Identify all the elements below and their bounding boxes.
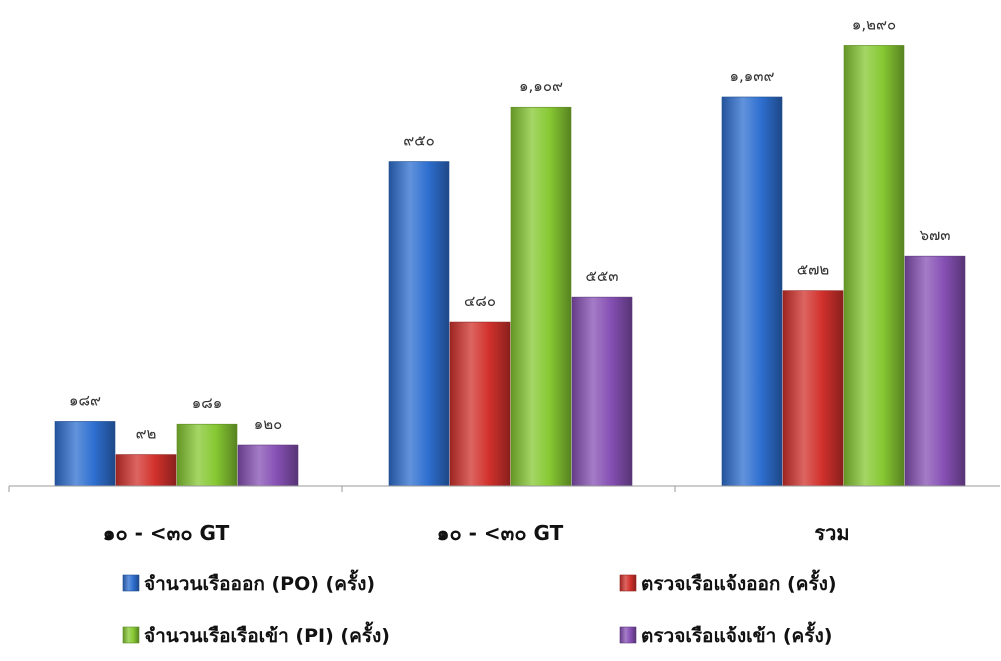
legend-label-3: จำนวนเรือเรือเข้า (PI) (ครั้ง) — [144, 621, 390, 647]
data-label-1-series-4: ๑๒๐ — [254, 415, 283, 433]
data-label-3-series-2: ๕๗๒ — [797, 261, 830, 279]
legend-label-1: จำนวนเรือออก (PO) (ครั้ง) — [144, 569, 375, 595]
data-label-3-series-1: ๑,๑๓๙ — [729, 67, 774, 85]
legend: จำนวนเรือออก (PO) (ครั้ง) ตรวจเรือแจ้งออก… — [122, 569, 837, 647]
data-label-2-series-1: ๙๕๐ — [403, 132, 435, 150]
bar-3-series-1 — [721, 96, 783, 487]
x-axis: ๑๐ - <๓๐ GT ๑๐ - <๓๐ GT รวม — [8, 485, 1000, 545]
x-tick-label-1: ๑๐ - <๓๐ GT — [103, 521, 230, 545]
data-label-2-series-2: ๔๘๐ — [464, 292, 496, 310]
legend-swatch-4 — [619, 626, 637, 644]
legend-swatch-2 — [619, 574, 637, 592]
bar-1-series-4 — [237, 444, 299, 487]
data-label-2-series-3: ๑,๑๐๙ — [519, 77, 563, 95]
data-label-1-series-3: ๑๘๑ — [192, 394, 223, 412]
legend-label-2: ตรวจเรือแจ้งออก (ครั้ง) — [641, 569, 837, 595]
bars-layer — [54, 45, 966, 487]
data-label-1-series-2: ๙๒ — [136, 425, 157, 443]
bar-3-series-2 — [782, 290, 844, 487]
data-label-2-series-4: ๕๕๓ — [586, 267, 619, 285]
legend-swatch-1 — [122, 574, 140, 592]
legend-label-4: ตรวจเรือแจ้งเข้า (ครั้ง) — [641, 621, 832, 647]
data-label-3-series-4: ๖๗๓ — [919, 226, 950, 244]
bar-1-series-1 — [54, 421, 116, 487]
x-tick-label-3: รวม — [814, 521, 849, 545]
bar-2-series-1 — [388, 161, 450, 487]
bar-2-series-4 — [571, 296, 633, 487]
bar-1-series-3 — [176, 423, 238, 487]
x-tick-label-2: ๑๐ - <๓๐ GT — [437, 521, 564, 545]
bar-1-series-2 — [115, 454, 177, 487]
data-label-1-series-1: ๑๘๙ — [69, 391, 101, 409]
bar-2-series-3 — [510, 106, 572, 487]
bar-3-series-3 — [843, 45, 905, 487]
bar-3-series-4 — [904, 255, 966, 487]
data-label-3-series-3: ๑,๒๙๐ — [852, 15, 896, 33]
bar-2-series-2 — [449, 321, 511, 487]
legend-swatch-3 — [122, 626, 140, 644]
